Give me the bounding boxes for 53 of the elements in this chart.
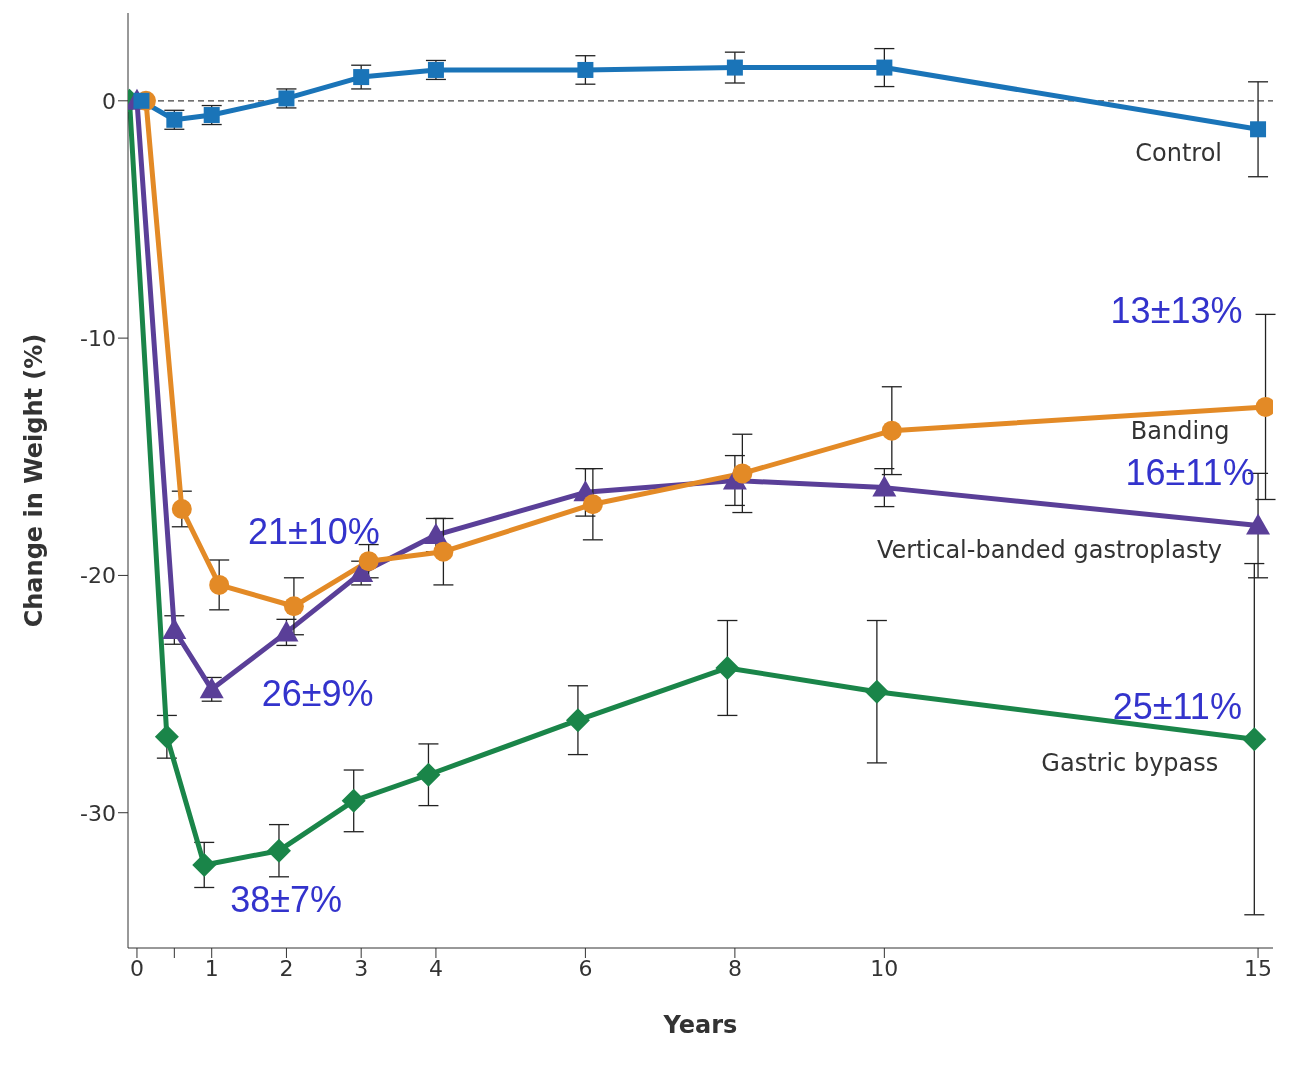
point — [283, 596, 304, 617]
point — [582, 494, 603, 515]
point — [864, 679, 889, 704]
point — [1250, 121, 1267, 138]
point — [423, 523, 448, 545]
point — [274, 620, 299, 642]
point — [1246, 513, 1271, 535]
x-tick-label: 3 — [354, 955, 369, 981]
point — [162, 618, 187, 640]
annotation: 38±7% — [230, 879, 343, 921]
y-tick-label: -10 — [80, 325, 116, 351]
annotation: 21±10% — [247, 510, 380, 552]
point — [133, 92, 150, 109]
x-tick-label: 8 — [727, 955, 742, 981]
point — [192, 852, 217, 877]
point — [726, 59, 743, 76]
annotation: 13±13% — [1110, 290, 1243, 332]
point — [1242, 727, 1267, 752]
point — [171, 498, 192, 519]
point — [577, 61, 594, 78]
x-tick-label: 4 — [428, 955, 443, 981]
x-tick-label: 2 — [279, 955, 294, 981]
point — [341, 788, 366, 813]
point — [416, 762, 441, 787]
point — [266, 838, 291, 863]
point — [881, 420, 902, 441]
x-tick-label: 1 — [204, 955, 219, 981]
point — [872, 475, 897, 497]
point — [433, 541, 454, 562]
series-label: Control — [1135, 139, 1223, 168]
point — [358, 551, 379, 572]
y-axis-title: Change in Weight (%) — [19, 333, 48, 628]
point — [209, 574, 230, 595]
point — [353, 69, 370, 86]
annotation: 26±9% — [261, 672, 374, 714]
x-tick-label: 10 — [870, 955, 899, 981]
series-label: Gastric bypass — [1041, 749, 1219, 778]
y-tick-label: 0 — [102, 88, 116, 114]
series-label: Vertical-banded gastroplasty — [876, 535, 1223, 564]
x-tick-label: 6 — [578, 955, 593, 981]
point — [565, 708, 590, 733]
point — [715, 655, 740, 680]
y-tick-label: -20 — [80, 563, 116, 589]
y-tick-label: -30 — [80, 800, 116, 826]
point — [876, 59, 893, 76]
annotation: 25±11% — [1112, 685, 1242, 727]
point — [154, 724, 179, 749]
point — [732, 463, 753, 484]
series-label: Banding — [1130, 416, 1230, 445]
x-tick-label: 0 — [129, 955, 144, 981]
x-axis-title: Years — [662, 1011, 738, 1039]
annotation: 16±11% — [1125, 452, 1255, 494]
x-tick-label: 15 — [1244, 955, 1273, 981]
